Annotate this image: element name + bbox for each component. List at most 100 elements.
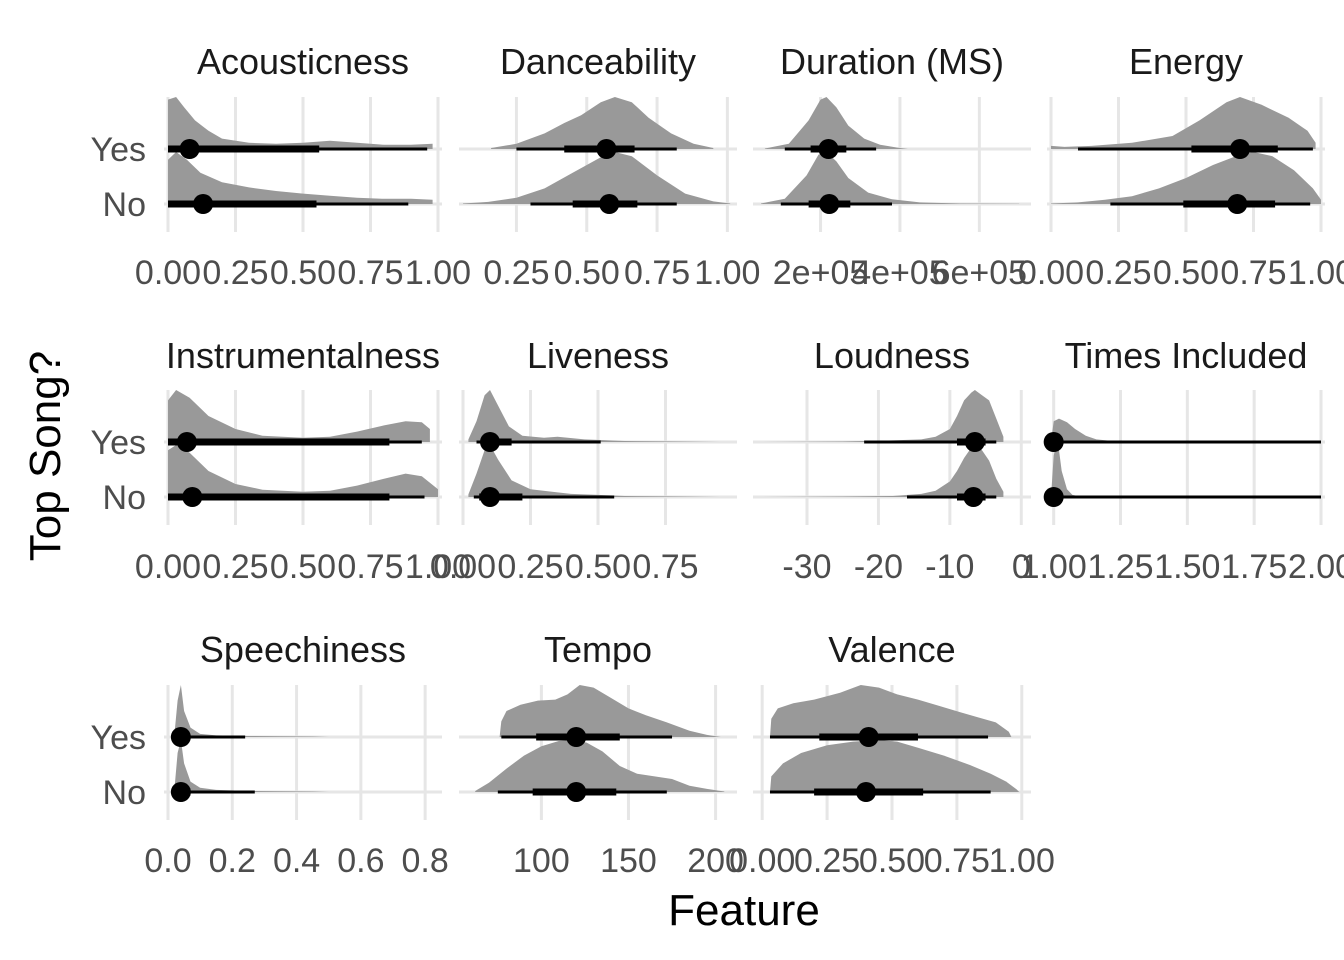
density-no bbox=[761, 152, 1020, 204]
point-no bbox=[566, 782, 587, 802]
density-yes bbox=[1051, 418, 1321, 442]
x-tick-label: 150 bbox=[600, 842, 657, 880]
x-tick-label: 1.00 bbox=[1021, 548, 1087, 586]
densities bbox=[168, 97, 433, 214]
point-yes bbox=[1230, 139, 1250, 159]
x-tick-label: 0.25 bbox=[497, 548, 563, 586]
x-tick-label: 0.00 bbox=[135, 548, 201, 586]
point-no bbox=[963, 487, 984, 507]
point-yes bbox=[179, 139, 200, 159]
x-tick-label: -30 bbox=[782, 548, 831, 586]
density-no bbox=[770, 740, 1020, 792]
densities bbox=[468, 390, 720, 507]
point-no bbox=[182, 487, 203, 507]
x-tick-label: 0.00 bbox=[1018, 254, 1084, 292]
gridlines bbox=[1047, 390, 1325, 525]
y-tick-label: No bbox=[103, 774, 146, 812]
facet-panel: Tempo 100 150 200 bbox=[459, 629, 744, 880]
facet-title: Speechiness bbox=[200, 629, 406, 670]
point-no bbox=[856, 782, 877, 802]
point-no bbox=[170, 782, 191, 802]
point-yes bbox=[1043, 432, 1064, 452]
x-tick-label: 0.6 bbox=[337, 842, 384, 880]
facet-panel: Liveness 0.00 0.25 0.50 0.75 bbox=[430, 335, 737, 586]
facet-panel: Valence 0.000.250.500.751.00 bbox=[729, 629, 1055, 880]
facet-panel: Danceability 0.25 0.50 0.75 1.00 bbox=[459, 41, 760, 292]
x-tick-label: 0.25 bbox=[202, 548, 268, 586]
densities bbox=[475, 685, 725, 802]
density-yes bbox=[499, 685, 721, 737]
x-tick-label: 0.4 bbox=[273, 842, 320, 880]
x-tick-label: 0.75 bbox=[924, 842, 990, 880]
density-no bbox=[463, 152, 731, 204]
x-tick-label: 0.25 bbox=[202, 254, 268, 292]
point-no bbox=[819, 194, 840, 214]
x-tick-label: 1.00 bbox=[405, 548, 471, 586]
facet-panel: Acousticness Yes No 0.00 0.25 0.50 0.75 1.00 bbox=[91, 41, 472, 292]
facet-title: Liveness bbox=[527, 335, 669, 376]
x-tick-label: 6e+05 bbox=[932, 254, 1028, 292]
density-no bbox=[174, 740, 329, 792]
x-tick-label: 0.50 bbox=[565, 548, 631, 586]
point-yes bbox=[176, 432, 197, 452]
x-tick-label: 0 bbox=[1012, 548, 1031, 586]
density-yes bbox=[468, 390, 720, 442]
gridlines bbox=[164, 390, 442, 525]
gridlines bbox=[753, 97, 1031, 232]
x-tick-label: 0.25 bbox=[483, 254, 549, 292]
density-yes bbox=[770, 685, 1012, 737]
facet-title: Acousticness bbox=[197, 41, 409, 82]
x-tick-label: 0.25 bbox=[794, 842, 860, 880]
x-tick-label: 0.50 bbox=[554, 254, 620, 292]
densities bbox=[463, 97, 731, 214]
density-yes bbox=[168, 97, 433, 149]
density-yes bbox=[764, 97, 908, 149]
x-tick-label: 0.00 bbox=[430, 548, 496, 586]
x-tick-label: 0.2 bbox=[209, 842, 256, 880]
x-tick-label: 0.75 bbox=[624, 254, 690, 292]
y-tick-label: Yes bbox=[91, 131, 146, 169]
x-tick-label: 1.50 bbox=[1154, 548, 1220, 586]
x-tick-label: 200 bbox=[687, 842, 744, 880]
density-no bbox=[757, 445, 1004, 497]
x-tick-label: 0.50 bbox=[1153, 254, 1219, 292]
facet-title: Instrumentalness bbox=[166, 335, 440, 376]
facet-panel: Instrumentalness Yes No 0.00 0.25 0.50 0.75 1.0… bbox=[91, 335, 472, 586]
y-tick-label: No bbox=[103, 186, 146, 224]
densities bbox=[1051, 97, 1321, 214]
point-no bbox=[1227, 194, 1248, 214]
x-tick-label: 0.75 bbox=[632, 548, 698, 586]
point-yes bbox=[964, 432, 985, 452]
x-tick-label: 0.8 bbox=[402, 842, 449, 880]
point-yes bbox=[596, 139, 617, 159]
x-tick-label: 0.50 bbox=[859, 842, 925, 880]
point-yes bbox=[566, 727, 587, 747]
facet-title: Valence bbox=[828, 629, 955, 670]
density-no bbox=[168, 152, 433, 204]
densities bbox=[757, 390, 1004, 507]
densities bbox=[168, 390, 438, 507]
facet-title: Tempo bbox=[544, 629, 652, 670]
x-tick-label: 4e+05 bbox=[852, 254, 948, 292]
x-tick-label: -10 bbox=[925, 548, 974, 586]
x-tick-label: 0.00 bbox=[729, 842, 795, 880]
x-tick-label: 1.00 bbox=[405, 254, 471, 292]
x-tick-label: 1.00 bbox=[1288, 254, 1344, 292]
point-yes bbox=[858, 727, 879, 747]
y-tick-label: No bbox=[103, 479, 146, 517]
density-yes bbox=[757, 390, 1004, 442]
point-yes bbox=[818, 139, 839, 159]
point-no bbox=[599, 194, 620, 214]
x-tick-label: 1.00 bbox=[694, 254, 760, 292]
density-no bbox=[468, 445, 720, 497]
densities bbox=[1043, 418, 1321, 507]
point-no bbox=[1043, 487, 1064, 507]
density-no bbox=[168, 445, 438, 497]
point-no bbox=[480, 487, 500, 507]
x-tick-label: 2.00 bbox=[1288, 548, 1344, 586]
facet-panel: Speechiness Yes No 0.0 0.2 0.4 0.6 0.8 bbox=[91, 629, 449, 880]
x-tick-label: 0.75 bbox=[337, 254, 403, 292]
